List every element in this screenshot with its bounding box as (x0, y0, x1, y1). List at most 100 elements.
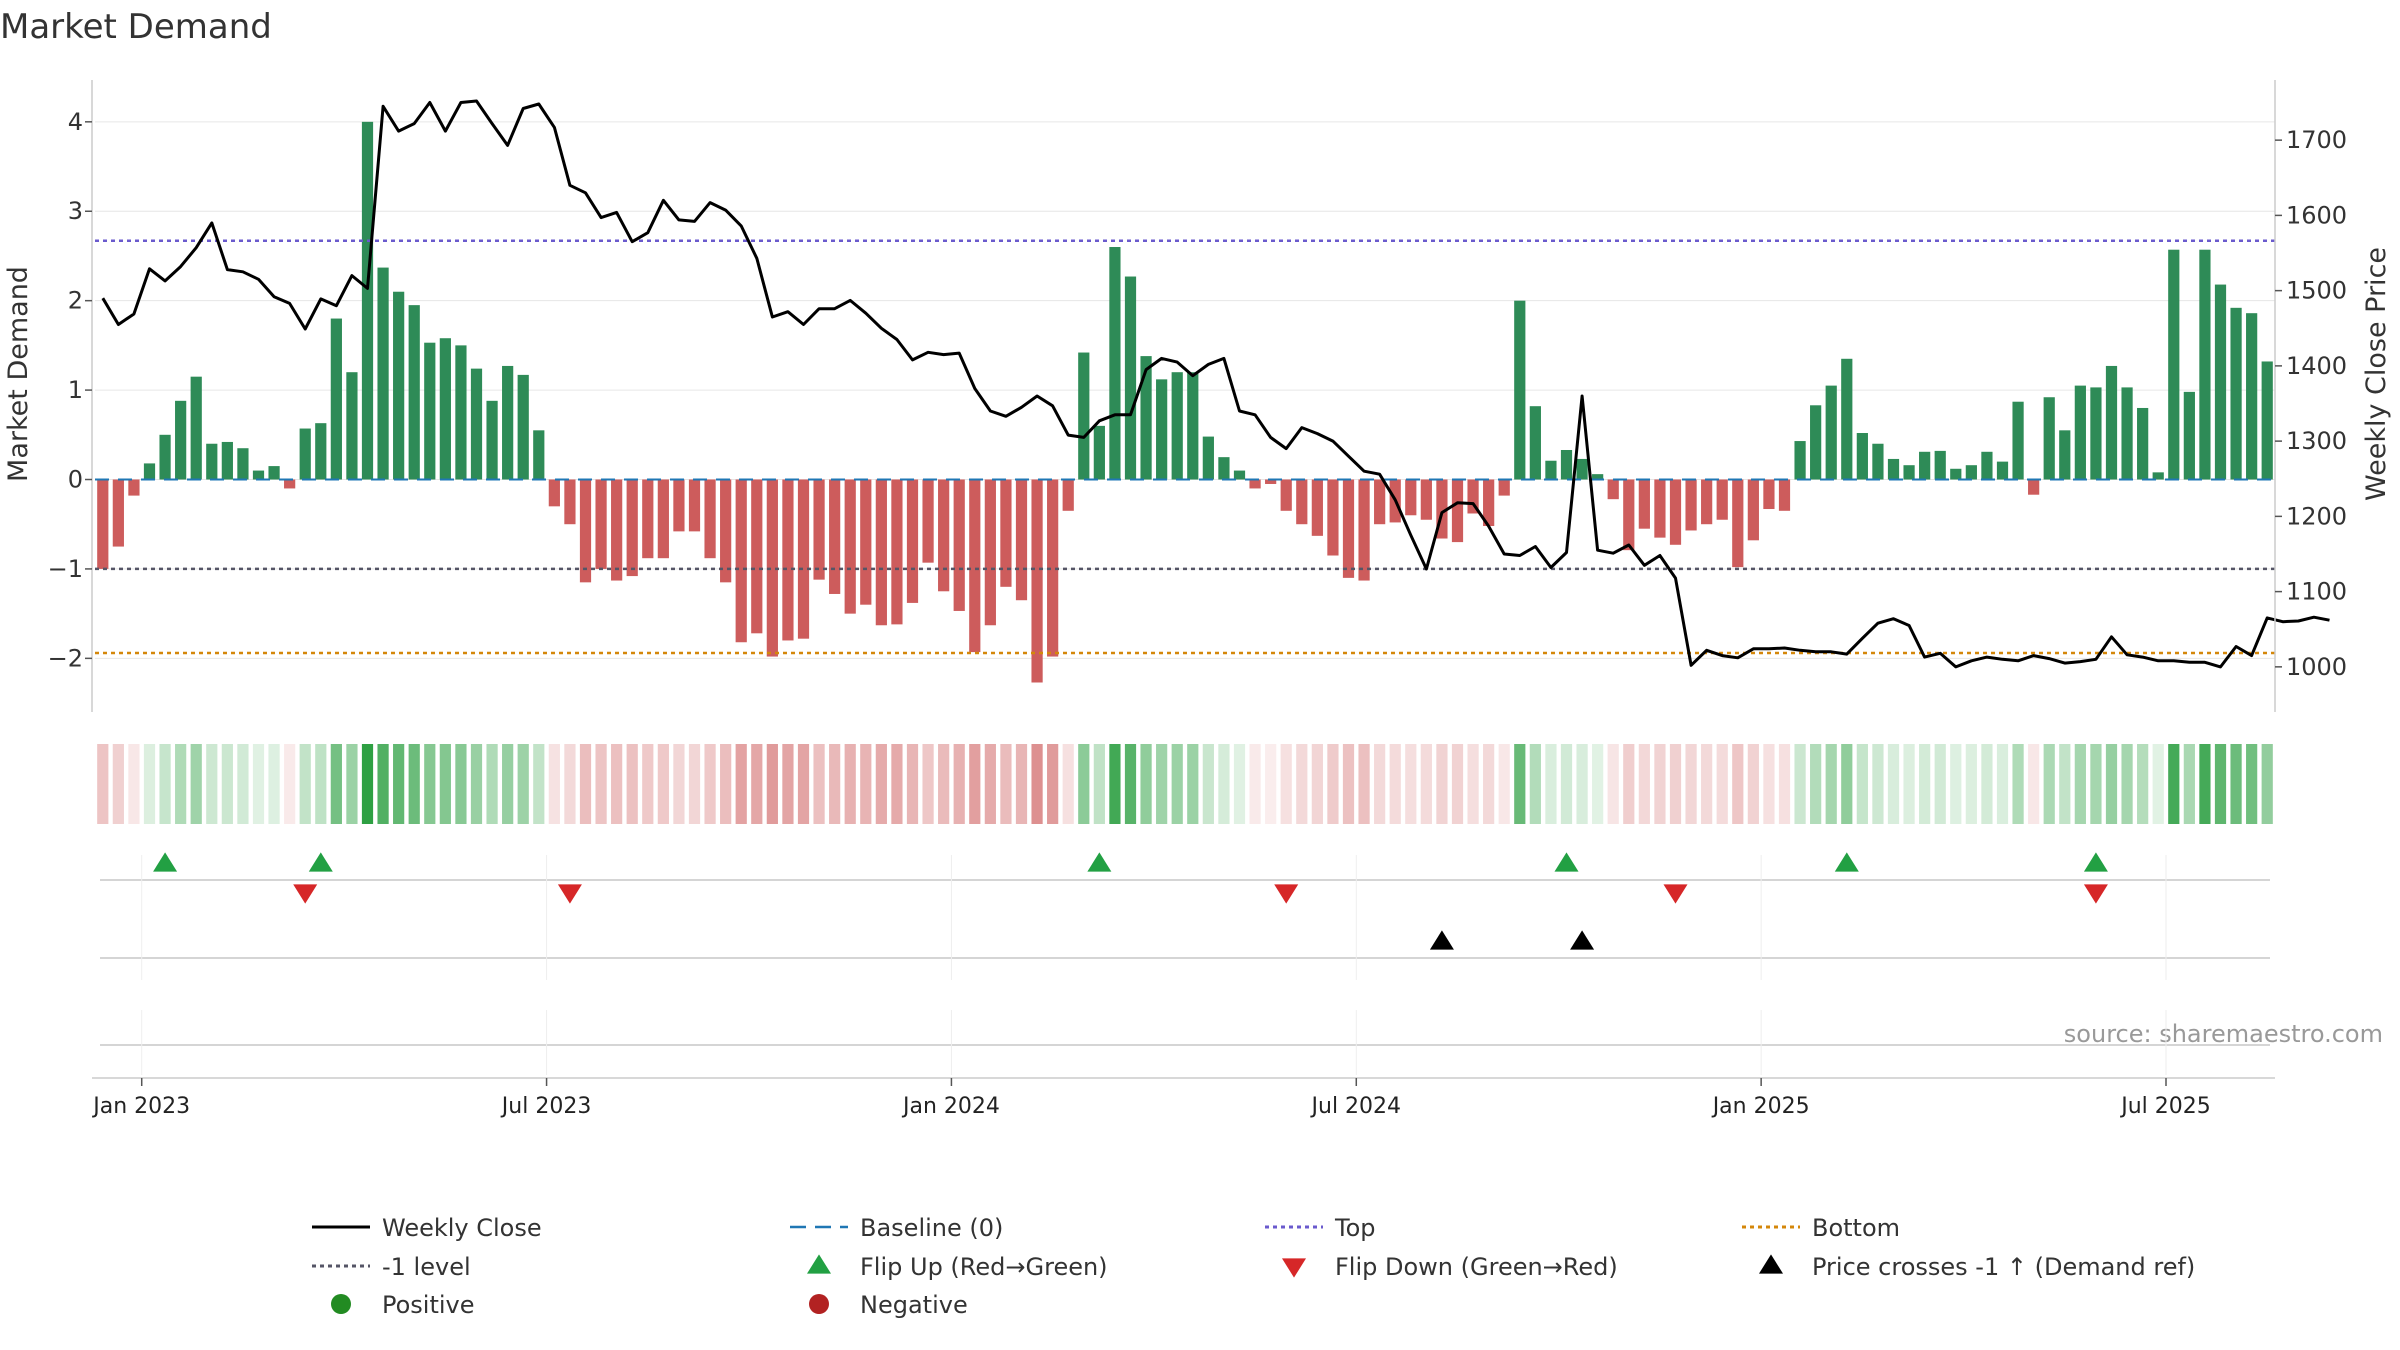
heat-cell-30 (564, 744, 576, 824)
demand-bar-22 (439, 338, 451, 480)
demand-bar-108 (1778, 479, 1791, 511)
demand-bar-4 (159, 434, 171, 480)
heat-cell-0 (97, 744, 109, 824)
flip-up-marker-1 (308, 852, 333, 872)
demand-bar-130 (2121, 387, 2133, 480)
heat-cell-15 (330, 744, 342, 824)
demand-bar-110 (1810, 405, 1822, 480)
heat-cell-94 (1560, 744, 1573, 824)
heat-cell-3 (143, 744, 156, 824)
demand-bar-58 (1000, 479, 1012, 587)
heat-cell-42 (751, 744, 763, 824)
y2-tick-label-5: 1200 (2286, 502, 2347, 530)
heat-cell-129 (2105, 744, 2118, 824)
demand-bar-94 (1560, 449, 1573, 480)
heat-cell-4 (159, 744, 171, 824)
demand-bar-109 (1794, 441, 1806, 480)
heat-cell-33 (611, 744, 623, 824)
demand-bar-64 (1093, 425, 1105, 480)
flip-up-marker-2 (1087, 852, 1112, 872)
heat-cell-138 (2246, 744, 2258, 824)
heat-cell-73 (1233, 744, 1246, 824)
demand-bar-81 (1358, 479, 1370, 581)
heat-cell-40 (720, 744, 732, 824)
flip-up-marker-4 (1834, 852, 1859, 872)
heat-cell-99 (1638, 744, 1650, 824)
heat-cell-130 (2121, 744, 2133, 824)
demand-bar-29 (548, 479, 560, 507)
heat-cell-84 (1405, 744, 1417, 824)
heat-cell-107 (1763, 744, 1775, 824)
demand-heat-strip (97, 744, 2273, 824)
demand-bar-104 (1716, 479, 1728, 520)
x-tick-label-3: Jul 2024 (1310, 1094, 1402, 1119)
heat-cell-29 (548, 744, 560, 824)
demand-bar-5 (175, 400, 187, 480)
demand-bar-41 (735, 479, 747, 643)
heat-cell-9 (237, 744, 249, 824)
heat-cell-137 (2230, 744, 2242, 824)
demand-bar-31 (579, 479, 592, 583)
demand-bar-136 (2214, 284, 2227, 480)
heat-cell-26 (502, 744, 514, 824)
heat-cell-37 (673, 744, 685, 824)
demand-bar-2 (128, 479, 140, 496)
heat-cell-66 (1124, 744, 1137, 824)
x-axis-ticks: Jan 2023 Jul 2023 Jan 2024 Jul 2024 Jan 2025… (91, 1077, 2275, 1119)
demand-bar-12 (284, 479, 296, 489)
axes: 4 3 2 1 0 −1 −2 1700 1600 1500 1400 1300 1200 1100 100… (48, 80, 2347, 712)
flip-up-marker-0 (153, 852, 178, 872)
demand-bars (97, 121, 2273, 683)
demand-bar-61 (1047, 479, 1059, 657)
chart-title: Market Demand (0, 7, 272, 47)
heat-cell-23 (455, 744, 467, 824)
heat-cell-101 (1669, 744, 1682, 824)
legend-positive-label: Positive (382, 1291, 475, 1319)
legend-negative-swatch (809, 1294, 829, 1314)
demand-bar-66 (1124, 276, 1137, 480)
demand-bar-39 (704, 479, 716, 559)
heat-cell-119 (1950, 744, 1962, 824)
heat-cell-128 (2090, 744, 2102, 824)
demand-bar-76 (1280, 479, 1292, 511)
demand-bar-63 (1078, 352, 1090, 480)
legend: Weekly Close Baseline (0) Top Bottom -1 leve… (312, 1214, 2195, 1319)
demand-bar-87 (1451, 479, 1464, 543)
y-tick-label-1: 3 (68, 197, 83, 225)
demand-bar-119 (1950, 468, 1962, 480)
demand-bar-96 (1592, 474, 1604, 480)
demand-bar-65 (1109, 247, 1121, 480)
price-cross-marker-1 (1570, 930, 1595, 950)
demand-bar-121 (1981, 451, 1993, 480)
heat-cell-20 (408, 744, 420, 824)
demand-bar-25 (486, 400, 498, 480)
heat-cell-69 (1171, 744, 1183, 824)
legend-1-level-label: -1 level (382, 1253, 471, 1281)
heat-cell-118 (1934, 744, 1946, 824)
heat-cell-35 (642, 744, 654, 824)
demand-bar-15 (330, 318, 342, 480)
heat-cell-116 (1903, 744, 1915, 824)
source-attribution: source: sharemaestro.com (2064, 1020, 2383, 1048)
heat-cell-18 (377, 744, 389, 824)
heat-cell-55 (953, 744, 965, 824)
demand-bar-134 (2183, 391, 2195, 480)
demand-bar-6 (190, 376, 202, 480)
demand-bar-52 (906, 479, 919, 603)
heat-cell-139 (2261, 744, 2273, 824)
demand-bar-28 (533, 430, 545, 480)
demand-bar-123 (2012, 401, 2024, 480)
demand-bar-92 (1529, 406, 1541, 480)
heat-cell-97 (1607, 744, 1619, 824)
heat-cell-47 (829, 744, 841, 824)
heat-cell-2 (128, 744, 140, 824)
demand-bar-38 (688, 479, 701, 532)
heat-cell-60 (1031, 744, 1043, 824)
demand-bar-139 (2261, 361, 2273, 480)
heat-cell-85 (1420, 744, 1432, 824)
heat-cell-61 (1047, 744, 1059, 824)
heat-cell-95 (1576, 744, 1588, 824)
heat-cell-115 (1887, 744, 1900, 824)
y2-tick-label-6: 1100 (2286, 578, 2347, 606)
